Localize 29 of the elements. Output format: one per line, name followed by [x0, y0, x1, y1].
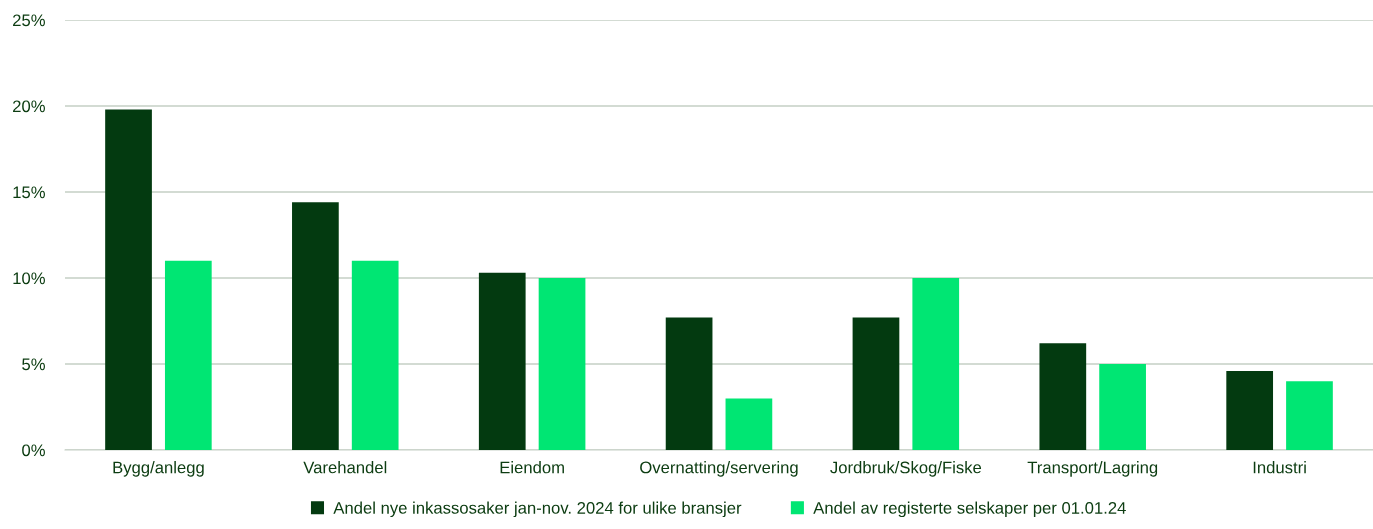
- x-tick-label: Industri: [1253, 461, 1306, 474]
- y-tick-label: 0%: [22, 444, 45, 457]
- x-tick-label: Varehandel: [303, 461, 387, 474]
- bar: [1286, 381, 1333, 450]
- y-tick-label: 10%: [13, 272, 45, 285]
- x-tick-label: Eiendom: [500, 461, 564, 474]
- y-tick-label: 20%: [13, 100, 45, 113]
- bar: [912, 278, 960, 450]
- bar: [1099, 364, 1146, 450]
- bar: [665, 317, 713, 450]
- x-tick-label: Transport/Lagring: [1027, 461, 1158, 477]
- y-tick-label: 5%: [22, 358, 45, 371]
- bar: [478, 272, 526, 450]
- x-tick-label: Jordbruk/Skog/Fiske: [830, 461, 982, 477]
- bar: [1039, 343, 1087, 450]
- x-tick-label: Overnatting/servering: [640, 461, 798, 477]
- bar: [1226, 370, 1274, 450]
- x-tick-label: Bygg/anlegg: [113, 461, 204, 477]
- legend-label: Andel nye inkassosaker jan-nov. 2024 for ulike bransjer: [333, 501, 742, 518]
- bar: [725, 398, 773, 450]
- y-tick-label: 15%: [13, 186, 45, 199]
- y-tick-label: 25%: [13, 14, 45, 27]
- bar: [164, 260, 212, 450]
- bar: [105, 109, 152, 450]
- bar: [351, 260, 399, 450]
- bar: [538, 278, 586, 450]
- bar: [852, 317, 900, 450]
- bar: [292, 202, 339, 450]
- legend-label: Andel av registerte selskaper per 01.01.24: [813, 501, 1126, 518]
